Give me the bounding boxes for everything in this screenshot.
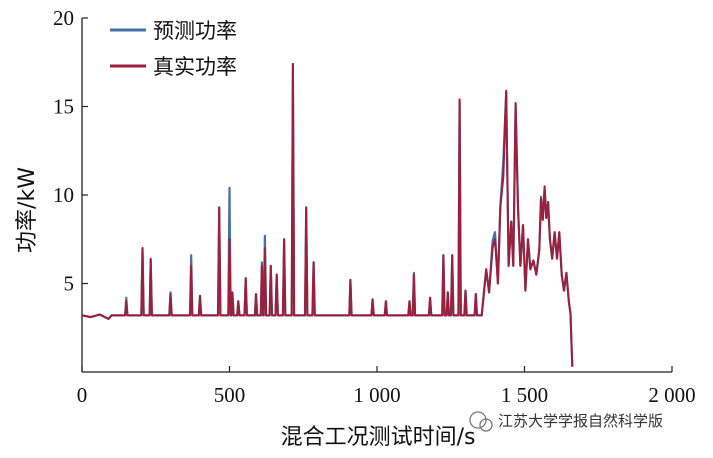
series-layer [81,62,574,367]
watermark-text: 江苏大学学报自然科学版 [498,412,663,430]
y-tick-label: 20 [53,6,74,30]
y-tick-label: 15 [53,95,74,119]
legend-label-actual: 真实功率 [153,55,237,79]
y-tick-label: 10 [53,183,74,207]
tick-layer: 0 500 1 000 1 500 2 000 5 10 15 20 [53,6,696,407]
x-tick-label: 2 000 [648,383,695,407]
wechat-icon [469,411,493,432]
legend-label-predicted: 预测功率 [153,19,237,43]
x-tick-label: 500 [214,383,246,407]
series-line-actual [81,63,574,367]
y-axis-label: 功率/kW [15,167,40,253]
x-tick-label: 1 000 [353,383,400,407]
x-tick-label: 0 [77,383,88,407]
x-axis-label: 混合工况测试时间/s [281,425,476,450]
series-line-predicted [81,62,574,367]
legend: 预测功率 真实功率 [110,19,237,79]
watermark: 江苏大学学报自然科学版 [469,411,663,432]
x-tick-label: 1 500 [501,383,548,407]
y-tick-label: 5 [64,272,75,296]
